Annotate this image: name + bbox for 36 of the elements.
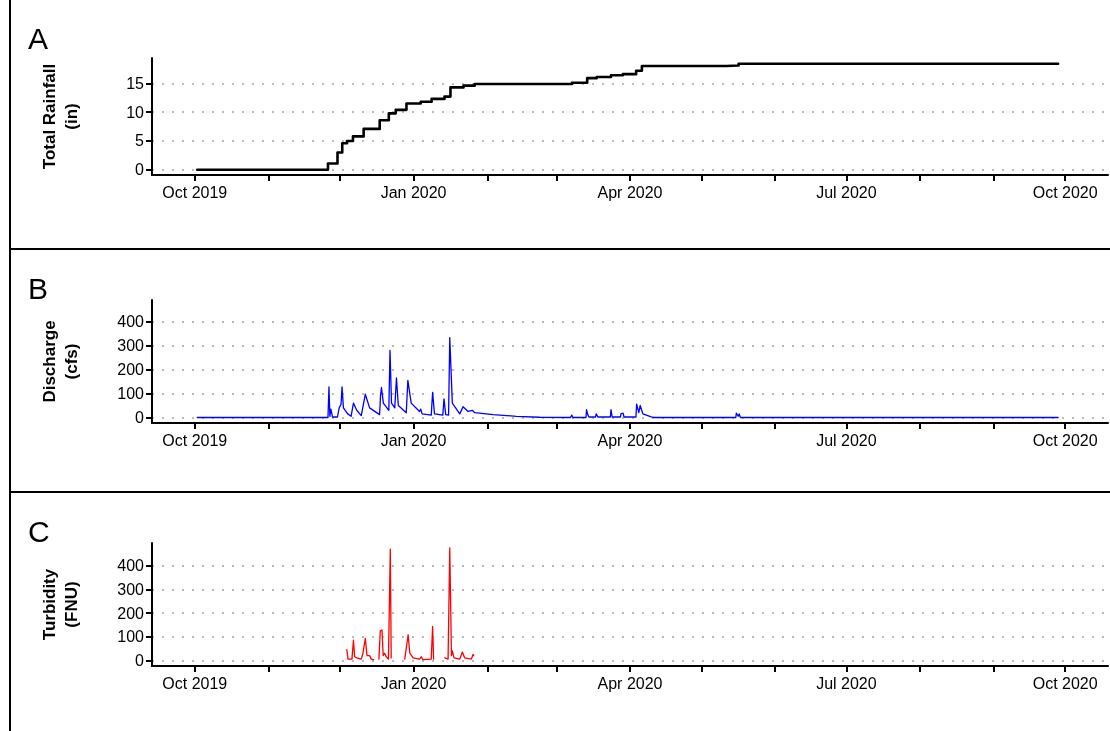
x-tick-label: Jul 2020 bbox=[816, 674, 877, 692]
x-tick-label: Apr 2020 bbox=[597, 674, 663, 692]
x-tick-label: Apr 2020 bbox=[597, 431, 663, 449]
x-tick-label: Oct 2019 bbox=[162, 674, 228, 692]
x-tick-label: Oct 2020 bbox=[1032, 431, 1098, 449]
line-series bbox=[196, 336, 1059, 419]
x-tick-label: Apr 2020 bbox=[597, 183, 663, 201]
y-axis-title: Discharge (cfs) bbox=[39, 320, 81, 403]
x-tick-label: Oct 2019 bbox=[162, 183, 228, 201]
x-tick-label: Oct 2020 bbox=[1032, 183, 1098, 201]
x-tick-label: Jul 2020 bbox=[816, 183, 877, 201]
y-tick-label: 400 bbox=[117, 313, 145, 331]
y-tick-label: 300 bbox=[117, 337, 145, 355]
y-axis-title: Total Rainfall (in) bbox=[39, 63, 81, 170]
y-tick-label: 400 bbox=[117, 557, 145, 575]
x-tick-label: Jul 2020 bbox=[816, 431, 877, 449]
x-tick-label: Oct 2019 bbox=[162, 431, 228, 449]
y-tick-label: 300 bbox=[117, 580, 145, 598]
y-axis-title: Turbidity (FNU) bbox=[39, 568, 81, 641]
x-tick-label: Jan 2020 bbox=[380, 183, 447, 201]
chart-title: A bbox=[28, 21, 49, 55]
chart-title: B bbox=[28, 271, 49, 305]
y-tick-label: 200 bbox=[117, 361, 145, 379]
y-tick-label: 0 bbox=[135, 161, 145, 179]
y-tick-label: 100 bbox=[117, 385, 145, 403]
x-tick-label: Oct 2020 bbox=[1032, 674, 1098, 692]
y-tick-label: 5 bbox=[135, 132, 145, 150]
chart-title: C bbox=[28, 514, 50, 548]
y-tick-label: 15 bbox=[126, 74, 145, 92]
y-tick-label: 100 bbox=[117, 628, 145, 646]
y-tick-label: 0 bbox=[135, 408, 145, 426]
y-tick-label: 200 bbox=[117, 604, 145, 622]
y-tick-label: 0 bbox=[135, 651, 145, 669]
x-tick-label: Jan 2020 bbox=[380, 674, 447, 692]
x-tick-label: Jan 2020 bbox=[380, 431, 447, 449]
y-tick-label: 10 bbox=[126, 103, 145, 121]
